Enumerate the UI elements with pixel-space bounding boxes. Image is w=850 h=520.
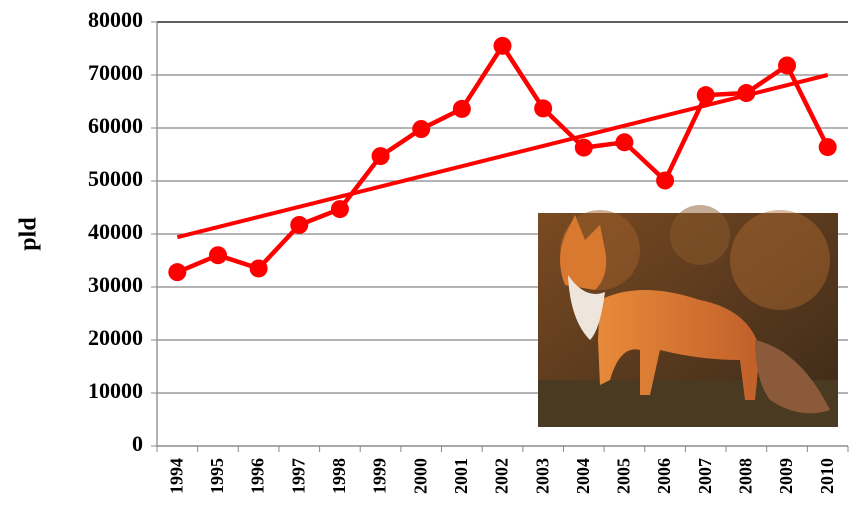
marker bbox=[737, 84, 755, 102]
y-tick-label: 30000 bbox=[88, 272, 143, 297]
y-tick-label: 50000 bbox=[88, 166, 143, 191]
x-tick-label: 1996 bbox=[248, 458, 268, 494]
marker bbox=[819, 138, 837, 156]
trend-line bbox=[177, 75, 827, 237]
marker bbox=[209, 246, 227, 264]
marker bbox=[168, 263, 186, 281]
x-tick-label: 1999 bbox=[370, 458, 390, 494]
marker bbox=[656, 171, 674, 189]
page: {"chart_data": {"type": "line", "y_label… bbox=[0, 0, 850, 520]
x-tick-label: 2001 bbox=[451, 458, 471, 494]
y-tick-label: 20000 bbox=[88, 325, 143, 350]
marker bbox=[412, 120, 430, 138]
y-tick-label: 0 bbox=[132, 431, 143, 456]
marker bbox=[575, 139, 593, 157]
fox-photo bbox=[538, 205, 838, 427]
x-tick-label: 2005 bbox=[614, 458, 634, 494]
marker bbox=[778, 56, 796, 74]
marker bbox=[331, 200, 349, 218]
x-tick-label: 2009 bbox=[776, 458, 796, 494]
y-tick-label: 70000 bbox=[88, 60, 143, 85]
x-tick-label: 1995 bbox=[207, 458, 227, 494]
x-tick-label: 1998 bbox=[329, 458, 349, 494]
x-tick-label: 2010 bbox=[817, 458, 837, 494]
x-tick-label: 1994 bbox=[166, 458, 186, 494]
y-tick-label: 60000 bbox=[88, 113, 143, 138]
y-tick-label: 40000 bbox=[88, 219, 143, 244]
x-tick-label: 1997 bbox=[288, 458, 308, 494]
x-tick-label: 2004 bbox=[573, 458, 593, 494]
chart: pld 0 10000 20000 30000 40000 50000 60000 70000… bbox=[0, 0, 850, 520]
x-tick-label: 2007 bbox=[695, 458, 715, 494]
marker bbox=[494, 37, 512, 55]
x-tick-label: 2006 bbox=[654, 458, 674, 494]
marker bbox=[453, 100, 471, 118]
marker bbox=[250, 259, 268, 277]
x-tick-label: 2008 bbox=[736, 458, 756, 494]
x-tick-label: 2003 bbox=[532, 458, 552, 494]
marker bbox=[697, 86, 715, 104]
x-tick-label: 2000 bbox=[410, 458, 430, 494]
x-tick-label: 2002 bbox=[492, 458, 512, 494]
marker bbox=[290, 216, 308, 234]
marker bbox=[615, 133, 633, 151]
y-tick-label: 10000 bbox=[88, 378, 143, 403]
marker bbox=[372, 147, 390, 165]
y-tick-label: 80000 bbox=[88, 7, 143, 32]
y-axis-label: pld bbox=[16, 217, 42, 251]
marker bbox=[534, 99, 552, 117]
